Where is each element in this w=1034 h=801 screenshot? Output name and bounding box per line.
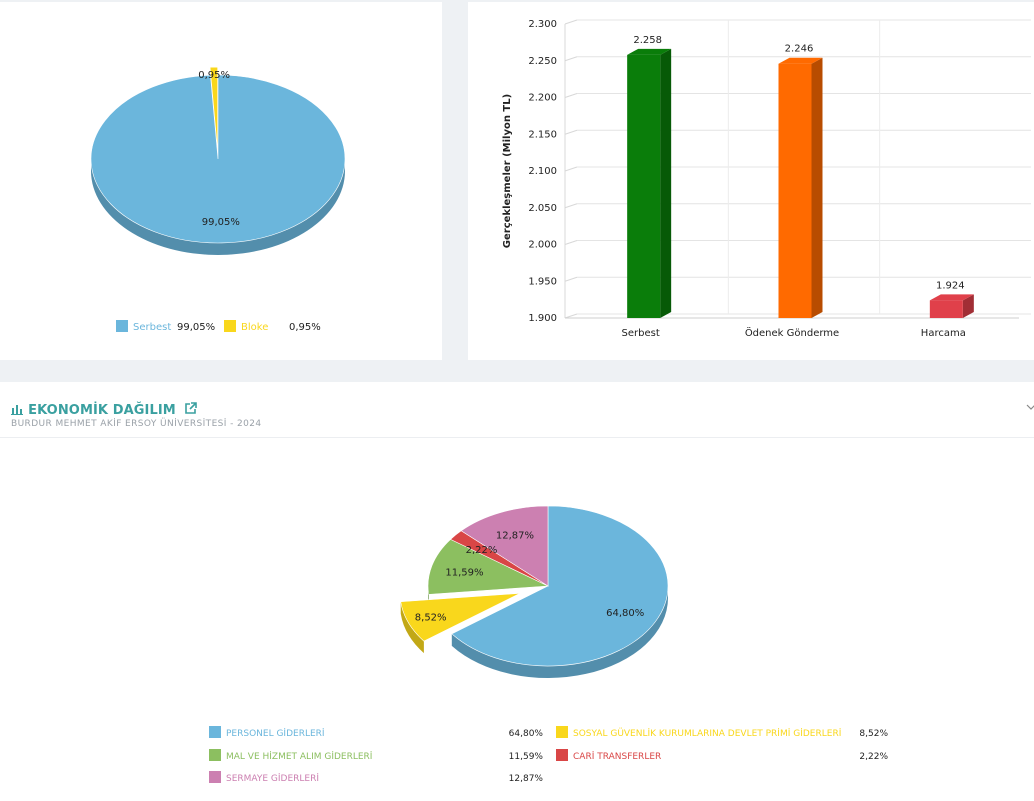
legend-swatch (556, 749, 568, 761)
economic-pie-chart: 64,80% 8,52% 11,59% 2,22% 12,87% PERSONEL GİD… (209, 505, 888, 784)
pie-data-label: 99,05% (202, 217, 240, 228)
bar-side (962, 294, 974, 318)
legend-label: PERSONEL GİDERLERİ (226, 728, 325, 739)
pie-data-label: 2,22% (466, 545, 498, 556)
legend-value: 8,52% (859, 729, 888, 739)
legend-label: SERMAYE GİDERLERİ (226, 773, 319, 784)
pie-slice-sermaye-gi-derleri (460, 505, 549, 587)
pie-data-label: 11,59% (445, 567, 483, 578)
pie-slice-side (400, 601, 424, 654)
realization-bar-chart: 1.900 1.950 2.000 2.050 2.100 2.150 2.200 2.250… (502, 19, 1031, 339)
y-tick-label: 2.200 (528, 93, 557, 104)
legend-value: 0,95% (289, 322, 321, 333)
grid-line-side (564, 313, 578, 319)
pie-slice-mal-ve-hi-zmet-alim-gi-derleri (427, 538, 550, 595)
grid-line-side (564, 166, 578, 172)
bar-top (627, 48, 672, 55)
bar-chart-icon (11, 405, 23, 415)
grid-line-side (564, 93, 578, 98)
section-subtitle: BURDUR MEHMET AKİF ERSOY ÜNİVERSİTESİ - … (11, 419, 262, 429)
legend-value: 11,59% (509, 752, 544, 762)
y-axis-label: Gerçekleşmeler (Milyon TL) (502, 94, 513, 248)
pie-slice-sosyal-g-venli-k-kurumlarina-devlet-pri-mi-gi-derleri (400, 592, 521, 642)
legend-value: 64,80% (509, 729, 544, 739)
section-title: EKONOMİK DAĞILIM (28, 403, 176, 418)
legend-swatch (209, 749, 221, 761)
y-tick-label: 2.250 (528, 56, 557, 67)
legend-label: SOSYAL GÜVENLİK KURUMLARINA DEVLET PRİMİ… (573, 728, 841, 739)
bar-harcama (929, 300, 963, 318)
legend-value: 12,87% (509, 774, 544, 784)
bar-denek-g-nderme (778, 63, 812, 318)
legend-value: 2,22% (859, 752, 888, 762)
bar-side (660, 48, 672, 319)
pie-slice-serbest (90, 74, 346, 244)
pie-slice-side (451, 586, 669, 678)
grid-line-side (564, 203, 578, 209)
legend-swatch (116, 320, 128, 332)
legend-label: MAL VE HİZMET ALIM GİDERLERİ (226, 751, 372, 762)
grid-line-side (564, 56, 578, 62)
bar-serbest (627, 54, 661, 319)
economic-distribution-panel: EKONOMİK DAĞILIM BURDUR MEHMET AKİF ERSO… (0, 382, 1034, 801)
legend-swatch (209, 726, 221, 738)
x-tick-label: Ödenek Gönderme (745, 326, 839, 339)
distribution-pie-panel: 99,05% 0,95% Serbest 99,05% Bloke 0,95% (0, 2, 442, 360)
bar-data-label: 1.924 (936, 280, 965, 291)
realization-bar-panel: 1.900 1.950 2.000 2.050 2.100 2.150 2.200 2.250… (468, 2, 1034, 360)
grid-line-side (564, 276, 578, 282)
y-tick-label: 2.300 (528, 19, 557, 30)
y-tick-label: 2.100 (528, 166, 557, 177)
pie-data-label: 12,87% (496, 531, 534, 542)
legend-swatch (556, 726, 568, 738)
section-header: EKONOMİK DAĞILIM (11, 399, 197, 418)
y-tick-label: 2.150 (528, 129, 557, 140)
y-tick-label: 1.950 (528, 276, 557, 287)
grid-line-side (564, 19, 578, 25)
pie-slice-personel-gi-derleri (451, 505, 669, 667)
y-tick-label: 2.000 (528, 240, 557, 251)
x-tick-label: Serbest (622, 328, 660, 339)
bar-data-label: 2.258 (633, 35, 662, 46)
legend-label: CARİ TRANSFERLER (573, 751, 661, 762)
grid-line-side (564, 240, 578, 245)
status-pie-chart: 99,05% 0,95% Serbest 99,05% Bloke 0,95% (90, 66, 346, 333)
y-tick-label: 1.900 (528, 313, 557, 324)
external-link-icon[interactable] (184, 402, 197, 415)
legend-swatch (209, 771, 221, 783)
x-tick-label: Harcama (921, 328, 966, 339)
pie-data-label: 64,80% (606, 608, 644, 619)
bar-top (929, 294, 974, 301)
section-divider (0, 437, 1034, 438)
pie-data-label: 0,95% (198, 70, 230, 81)
bar-top (778, 57, 823, 64)
bar-data-label: 2.246 (785, 44, 814, 55)
bar-side (811, 57, 823, 318)
legend-label: Bloke (241, 322, 268, 333)
legend-label: Serbest (133, 322, 171, 333)
legend-swatch (224, 320, 236, 332)
legend-value: 99,05% (177, 322, 215, 333)
pie-data-label: 8,52% (415, 613, 447, 624)
pie-slice-bloke (209, 66, 218, 152)
y-tick-label: 2.050 (528, 203, 557, 214)
grid-line-side (564, 129, 578, 135)
